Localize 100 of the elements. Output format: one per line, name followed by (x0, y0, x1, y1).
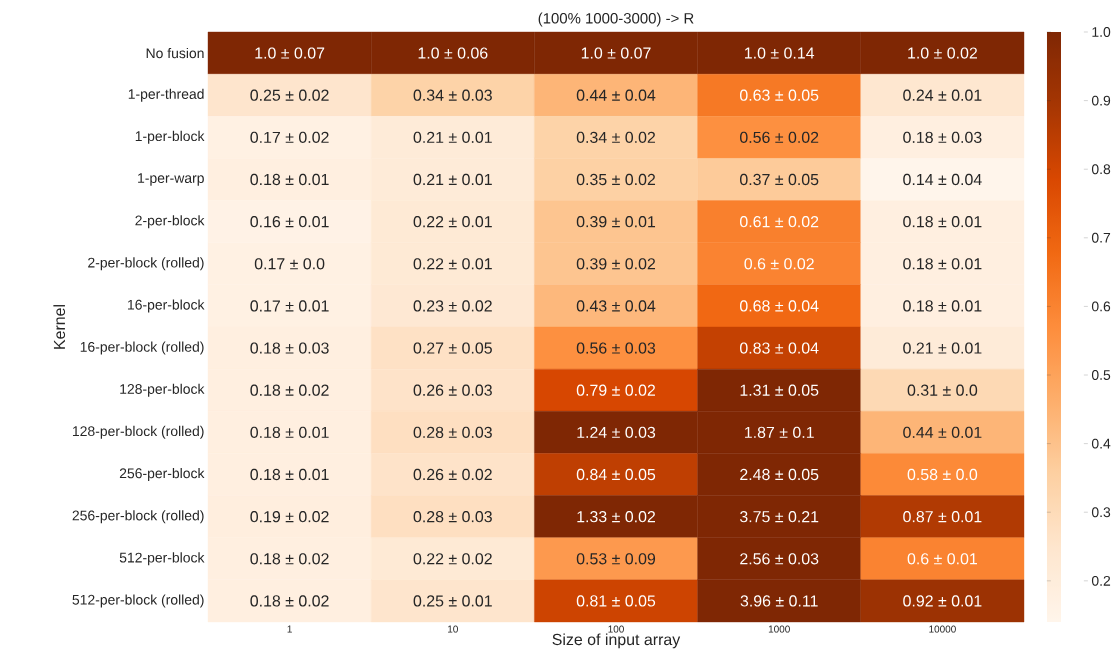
y-tick-label: 512-per-block (rolled) (72, 594, 204, 608)
data-label: 1.24 ± 0.03 (577, 426, 656, 439)
y-tick-label: 2-per-block (rolled) (88, 257, 204, 271)
data-label: 0.18 ± 0.01 (903, 216, 982, 228)
data-label: 0.39 ± 0.02 (576, 258, 656, 270)
data-label: 0.18 ± 0.01 (250, 173, 329, 186)
y-axis-title: Kernel (53, 305, 66, 349)
data-label: 0.28 ± 0.03 (413, 511, 492, 523)
data-label: 3.96 ± 0.11 (740, 595, 818, 607)
data-label: 0.17 ± 0.01 (250, 300, 329, 312)
color-bar-label: 0.3 (1091, 507, 1111, 518)
data-label: 0.84 ± 0.05 (576, 468, 656, 481)
data-label: 0.39 ± 0.01 (576, 216, 656, 228)
data-label: 0.34 ± 0.02 (576, 131, 656, 143)
y-tick-label: 128-per-block (120, 383, 205, 397)
data-label: 0.18 ± 0.01 (250, 426, 329, 439)
y-tick-label: 128-per-block (rolled) (72, 425, 204, 439)
data-label: 0.56 ± 0.03 (576, 342, 656, 354)
data-label: 0.18 ± 0.02 (250, 595, 329, 607)
data-label: 0.68 ± 0.04 (740, 300, 819, 312)
data-label: 0.56 ± 0.02 (740, 131, 819, 143)
data-label: 2.56 ± 0.03 (740, 553, 819, 565)
data-label: 1.33 ± 0.02 (577, 511, 656, 523)
data-label: 0.24 ± 0.01 (903, 89, 982, 101)
data-label: 0.21 ± 0.01 (413, 173, 492, 186)
data-label: 0.18 ± 0.01 (903, 300, 982, 312)
color-bar-label: 0.8 (1091, 164, 1111, 175)
y-tick-label: 1-per-block (135, 130, 205, 144)
data-label: 0.22 ± 0.02 (413, 553, 492, 565)
data-label: 0.17 ± 0.0 (254, 258, 325, 270)
data-label: 0.37 ± 0.05 (740, 173, 819, 186)
data-label: 0.19 ± 0.02 (250, 511, 329, 523)
data-label: 0.17 ± 0.02 (250, 131, 329, 143)
data-label: 0.44 ± 0.04 (576, 89, 656, 101)
data-label: 0.44 ± 0.01 (903, 426, 982, 439)
data-label: 1.0 ± 0.07 (255, 47, 325, 59)
color-bar-label: 1.0 (1092, 27, 1111, 37)
color-bar-label: 0.2 (1091, 575, 1111, 586)
color-bar-label: 0.9 (1091, 95, 1111, 106)
y-tick-label: 256-per-block (rolled) (72, 510, 204, 524)
data-label: 0.21 ± 0.01 (413, 131, 492, 143)
data-label: 0.27 ± 0.05 (413, 342, 492, 354)
y-tick-label: 256-per-block (119, 468, 205, 481)
color-bar-label: 0.7 (1091, 232, 1111, 243)
data-label: 0.21 ± 0.01 (903, 342, 982, 354)
y-tick-label: 16-per-block (rolled) (80, 341, 204, 355)
data-label: 1.0 ± 0.07 (581, 47, 651, 59)
data-label: 0.26 ± 0.02 (413, 468, 492, 481)
x-tick-label: 100 (608, 625, 624, 633)
data-label: 0.18 ± 0.01 (903, 258, 982, 270)
color-bar-label: 0.4 (1091, 438, 1111, 449)
data-label: 0.25 ± 0.02 (250, 89, 329, 101)
data-label: 1.87 ± 0.1 (745, 426, 814, 439)
data-label: 1.0 ± 0.02 (908, 47, 977, 59)
y-tick-label: 1-per-warp (138, 173, 204, 186)
data-label: 1.0 ± 0.14 (745, 47, 815, 59)
data-label: 0.43 ± 0.04 (576, 300, 656, 312)
x-tick-label: 1000 (768, 625, 790, 633)
data-label: 0.6 ± 0.02 (744, 258, 814, 270)
data-label: 0.14 ± 0.04 (903, 173, 982, 186)
data-label: 0.83 ± 0.04 (740, 342, 819, 354)
data-label: 0.92 ± 0.01 (903, 595, 982, 607)
x-axis-title: Size of input array (552, 633, 681, 649)
y-tick-label: No fusion (146, 47, 204, 59)
data-label: 0.31 ± 0.0 (907, 384, 978, 396)
x-tick-label: 10 (448, 625, 458, 633)
data-label: 2.48 ± 0.05 (740, 468, 819, 481)
data-label: 0.18 ± 0.03 (903, 131, 982, 143)
data-label: 0.6 ± 0.01 (907, 553, 977, 565)
data-label: 0.79 ± 0.02 (576, 384, 656, 396)
color-bar-label: 0.5 (1091, 370, 1111, 380)
data-label: 0.87 ± 0.01 (903, 511, 982, 523)
data-label: 0.61 ± 0.02 (740, 216, 819, 228)
y-tick-label: 512-per-block (119, 552, 205, 566)
color-bar-label: 0.6 (1091, 301, 1111, 312)
data-label: 0.18 ± 0.02 (250, 553, 329, 565)
data-label: 0.34 ± 0.03 (413, 89, 492, 101)
data-label: 0.25 ± 0.01 (413, 595, 492, 607)
data-label: 0.18 ± 0.02 (250, 384, 329, 396)
data-label: 1.0 ± 0.06 (418, 47, 488, 59)
data-label: 0.23 ± 0.02 (413, 300, 492, 312)
data-label: 0.22 ± 0.01 (413, 216, 492, 228)
data-label: 0.81 ± 0.05 (576, 595, 656, 607)
y-tick-label: 1-per-thread (128, 88, 204, 102)
x-tick-label: 1 (287, 625, 292, 633)
data-label: 0.16 ± 0.01 (250, 216, 329, 228)
data-label: 0.58 ± 0.0 (907, 468, 978, 481)
chart-title: (100% 1000-3000) -> R (538, 12, 694, 27)
data-label: 0.28 ± 0.03 (413, 426, 492, 439)
data-label: 0.63 ± 0.05 (740, 89, 819, 101)
data-label: 3.75 ± 0.21 (739, 511, 819, 523)
data-label: 0.22 ± 0.01 (413, 258, 492, 270)
data-label: 0.53 ± 0.09 (576, 553, 656, 565)
y-tick-label: 16-per-block (128, 299, 205, 313)
data-label: 0.26 ± 0.03 (413, 384, 492, 396)
x-tick-label: 10000 (929, 625, 956, 633)
data-label: 0.18 ± 0.01 (250, 468, 329, 481)
data-label: 1.31 ± 0.05 (740, 384, 819, 396)
data-label: 0.18 ± 0.03 (250, 342, 329, 354)
y-tick-label: 2-per-block (135, 215, 205, 229)
